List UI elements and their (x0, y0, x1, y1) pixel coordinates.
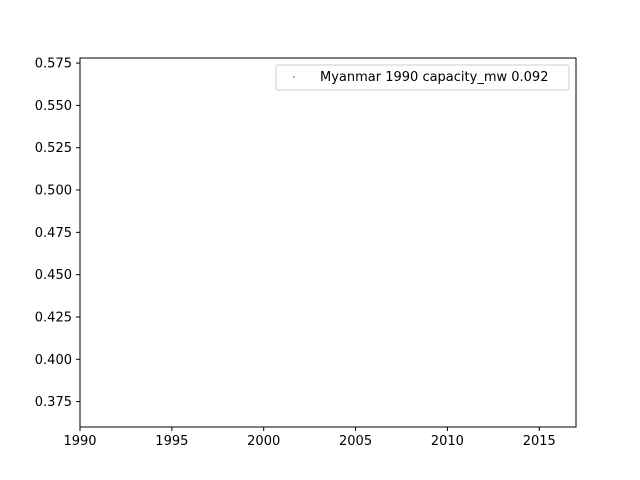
x-tick-label: 1995 (155, 434, 188, 449)
plot-frame (79, 57, 577, 428)
y-tick-label: 0.425 (35, 310, 72, 325)
legend-box (275, 64, 570, 91)
y-tick-label: 0.475 (35, 226, 72, 241)
x-tick-label: 2015 (523, 434, 556, 449)
y-tick-label: 0.500 (35, 184, 72, 199)
y-tick-label: 0.375 (35, 395, 72, 410)
legend-label: Myanmar 1990 capacity_mw 0.092 (320, 70, 548, 85)
y-axis: 0.375 0.400 0.425 0.450 0.475 0.500 0.525 0.550… (35, 57, 80, 410)
y-tick-label: 0.550 (35, 99, 72, 114)
x-tick-label: 2000 (247, 434, 280, 449)
x-tick-label: 2005 (339, 434, 372, 449)
y-tick-label: 0.450 (35, 268, 72, 283)
x-tick-label: 1990 (63, 434, 96, 449)
x-tick-label: 2010 (431, 434, 464, 449)
y-tick-label: 0.525 (35, 141, 72, 156)
y-tick-label: 0.575 (35, 57, 72, 72)
legend-marker (293, 76, 295, 78)
legend: Myanmar 1990 capacity_mw 0.092 (275, 64, 570, 91)
x-axis: 1990 1995 2000 2005 2010 2015 (63, 427, 556, 449)
y-tick-label: 0.400 (35, 353, 72, 368)
